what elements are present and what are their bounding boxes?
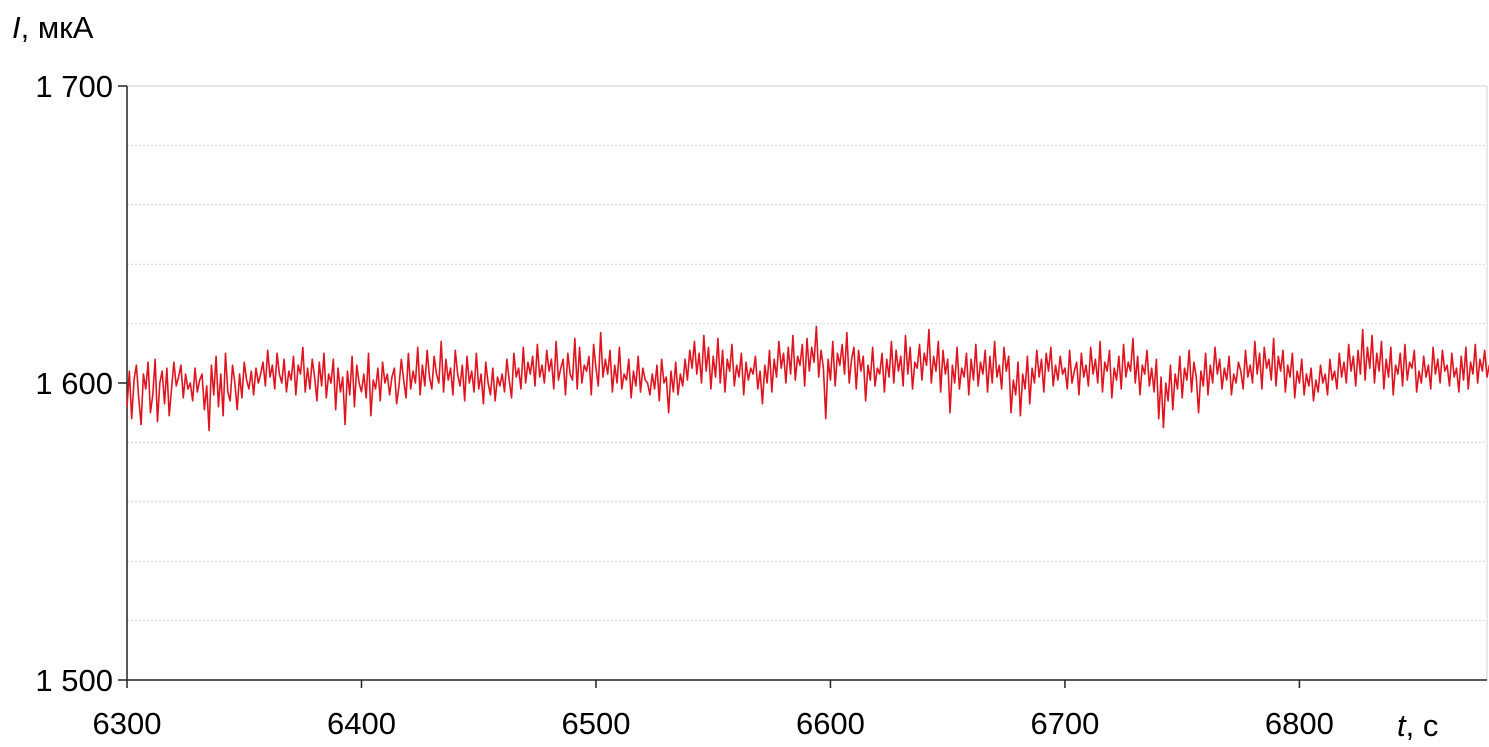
x-axis-symbol: t [1397,708,1407,743]
x-tick-label: 6300 [93,706,162,741]
y-tick-label: 1 600 [35,366,113,401]
y-axis-symbol: I [12,10,21,45]
series-layer [126,325,1489,432]
series-line [126,325,1489,432]
gridlines [127,85,1488,680]
tick-labels: 1 500 1 600 1 700 6300 6400 6500 6600 6700 6800 [35,69,1333,741]
x-tick-label: 6600 [796,706,865,741]
x-axis-title: t, с [1397,708,1438,743]
y-tick-label: 1 700 [35,69,113,104]
y-tick-label: 1 500 [35,663,113,698]
x-tick-label: 6700 [1030,706,1099,741]
x-tick-label: 6800 [1265,706,1334,741]
x-tick-label: 6400 [327,706,396,741]
y-axis-unit: , мкА [21,10,94,45]
x-axis-unit: , с [1406,708,1439,743]
axes [118,85,1487,688]
x-tick-label: 6500 [561,706,630,741]
y-axis-title: I, мкА [12,10,94,45]
